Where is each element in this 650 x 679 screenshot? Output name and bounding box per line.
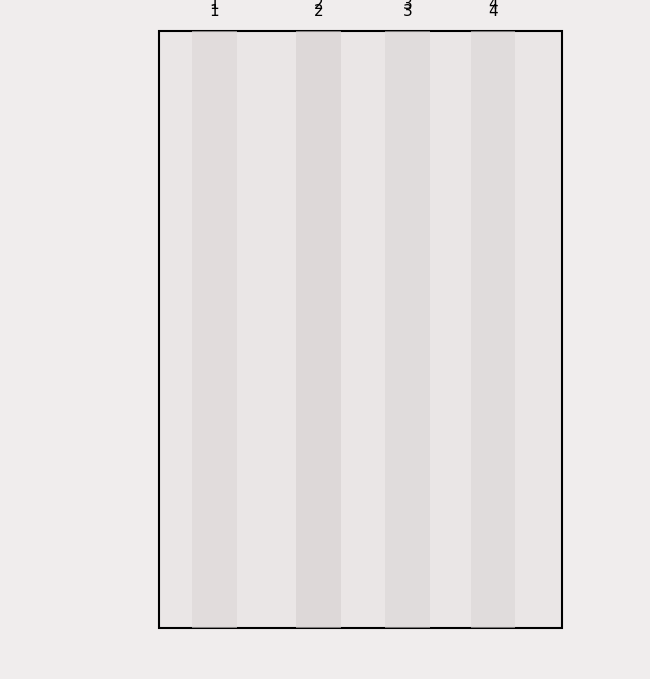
Text: 4: 4 [488,0,497,12]
Text: 1: 1 [210,0,219,12]
FancyBboxPatch shape [159,31,562,628]
Text: 1: 1 [210,4,219,19]
Text: 3: 3 [403,4,413,19]
FancyBboxPatch shape [296,31,341,628]
Text: 2: 2 [314,4,323,19]
FancyBboxPatch shape [385,31,430,628]
Text: 4: 4 [488,4,497,19]
FancyBboxPatch shape [192,31,237,628]
Text: 3: 3 [403,0,413,12]
Text: 2: 2 [314,0,323,12]
FancyBboxPatch shape [471,31,515,628]
